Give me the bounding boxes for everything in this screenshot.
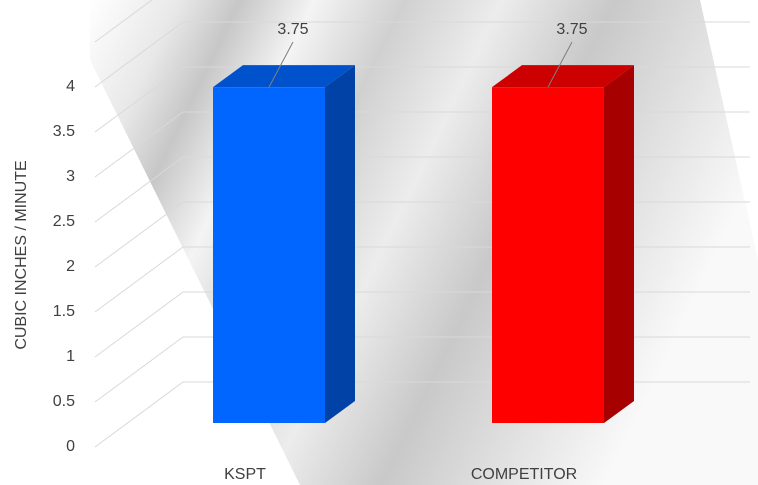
data-label: 3.75 bbox=[277, 21, 308, 38]
grid-line bbox=[94, 21, 750, 88]
y-tick-label: 1.5 bbox=[53, 303, 75, 320]
y-tick-label: 0.5 bbox=[53, 393, 75, 410]
x-tick-label: KSPT bbox=[224, 466, 266, 483]
bar bbox=[213, 87, 325, 424]
bar-side bbox=[325, 65, 355, 424]
wall-edge bbox=[94, 0, 153, 43]
y-tick-label: 2 bbox=[66, 258, 75, 275]
y-tick-label: 3.5 bbox=[53, 123, 75, 140]
y-tick-label: 4 bbox=[66, 78, 75, 95]
bar bbox=[492, 87, 604, 424]
x-tick-label: COMPETITOR bbox=[471, 466, 577, 483]
leader-line bbox=[547, 41, 573, 88]
leader-line bbox=[268, 41, 294, 88]
bar-top bbox=[492, 65, 634, 88]
bar-top bbox=[213, 65, 355, 88]
y-tick-label: 2.5 bbox=[53, 213, 75, 230]
y-tick-label: 1 bbox=[66, 348, 75, 365]
data-label: 3.75 bbox=[556, 21, 587, 38]
y-tick-label: 0 bbox=[66, 438, 75, 455]
bar-side bbox=[604, 65, 634, 424]
y-axis-label: CUBIC INCHES / MINUTE bbox=[13, 160, 30, 349]
y-tick-label: 3 bbox=[66, 168, 75, 185]
